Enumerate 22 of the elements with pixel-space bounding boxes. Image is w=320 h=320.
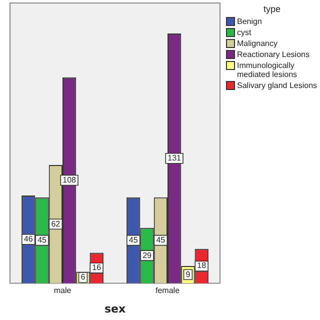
legend-title: type: [262, 4, 282, 14]
data-label: 62: [51, 219, 61, 228]
legend-label: Salivary gland Lesions: [237, 81, 318, 90]
data-label: 45: [156, 236, 166, 245]
legend-label: cyst: [237, 28, 252, 37]
data-label: 108: [62, 175, 77, 184]
data-label: 45: [128, 236, 138, 245]
legend-label: Reactionary Lesions: [237, 50, 310, 59]
legend-label: Malignancy: [237, 39, 278, 48]
data-label: 46: [24, 234, 34, 244]
data-label: 6: [80, 272, 86, 282]
data-label: 16: [92, 263, 102, 272]
x-tick-label: female: [155, 286, 180, 296]
data-label: 45: [38, 236, 48, 245]
data-label: 9: [186, 270, 191, 279]
legend-label: Immunologically mediated lesions: [237, 61, 298, 79]
legend-label: Benign: [237, 17, 262, 26]
data-label: 29: [142, 250, 152, 260]
data-label: 18: [197, 261, 207, 270]
x-tick-label: male: [54, 286, 72, 296]
x-axis-title: sex: [104, 302, 126, 316]
data-label: 131: [168, 154, 182, 163]
